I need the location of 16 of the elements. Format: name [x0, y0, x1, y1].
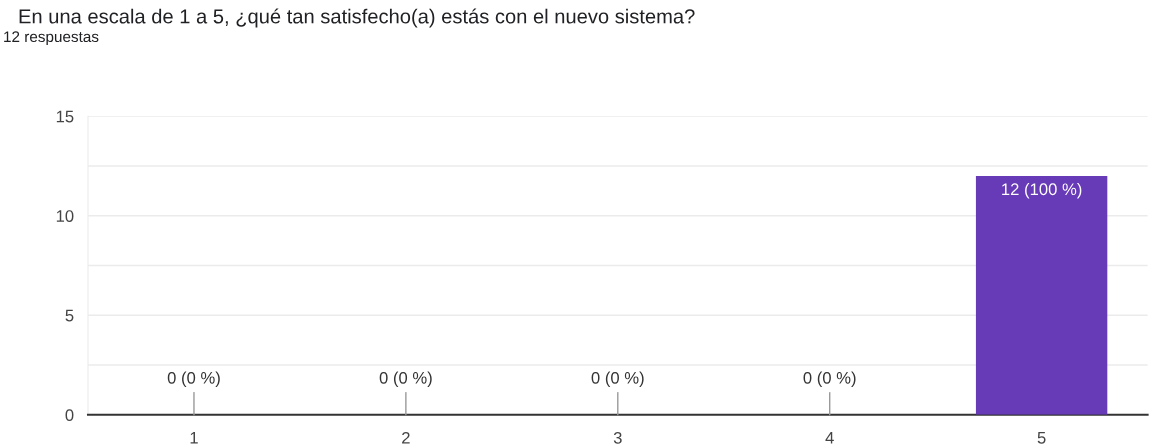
data-label: 0 (0 %)	[167, 371, 220, 388]
data-label: 12 (100 %)	[1002, 182, 1082, 199]
x-tick-label: 2	[402, 431, 410, 444]
y-tick-label: 5	[65, 309, 74, 322]
x-tick-label: 3	[613, 431, 622, 444]
y-tick-label: 0	[65, 409, 74, 422]
chart-title: En una escala de 1 a 5, ¿qué tan satisfecho(a) estás con el nuevo sistema?	[19, 8, 695, 28]
x-tick-label: 5	[1037, 432, 1046, 444]
y-tick-label: 15	[56, 110, 74, 123]
data-label: 0 (0 %)	[379, 371, 432, 388]
data-label: 0 (0 %)	[591, 371, 644, 388]
data-label: 0 (0 %)	[803, 371, 856, 388]
x-tick-label: 4	[825, 432, 834, 444]
y-tick-label: 10	[56, 210, 74, 222]
x-tick-label: 1	[190, 432, 198, 444]
chart-subtitle: 12 respuestas	[4, 31, 99, 46]
